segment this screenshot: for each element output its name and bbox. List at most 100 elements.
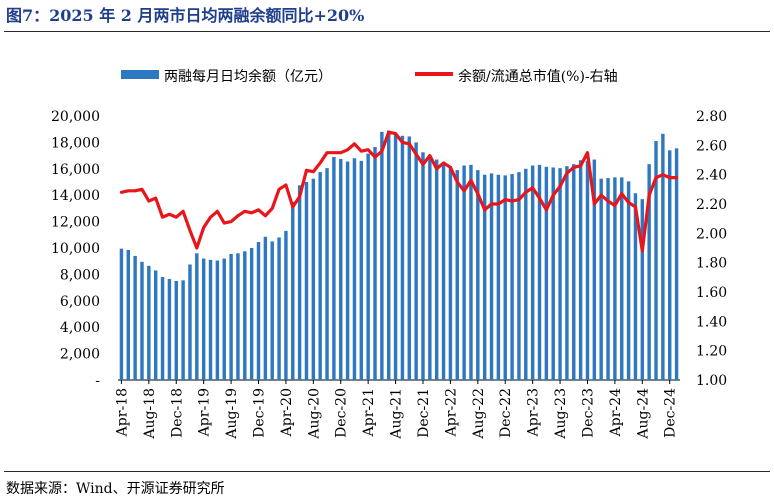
figure-title: 图7：2025 年 2 月两市日均两融余额同比+20%: [6, 6, 365, 25]
bottom-rule: [4, 471, 770, 472]
bar: [647, 164, 651, 380]
y-right-tick-label: 2.00: [696, 226, 727, 242]
x-tick-label: Apr-24: [608, 388, 624, 437]
y-left-tick-label: 8,000: [60, 267, 100, 283]
x-tick-label: Aug-18: [142, 388, 158, 440]
legend-bar-swatch: [121, 70, 159, 79]
x-tick-label: Apr-18: [114, 388, 130, 437]
x-tick-label: Aug-19: [224, 388, 240, 440]
bar: [160, 277, 165, 380]
y-left-tick-label: 16,000: [51, 162, 100, 178]
bar: [524, 168, 528, 380]
bar: [167, 279, 172, 380]
bar: [496, 174, 501, 380]
y-right-tick-label: 1.00: [696, 373, 727, 389]
bar: [249, 248, 254, 380]
bar: [208, 259, 213, 380]
bar: [270, 241, 274, 380]
y-left-tick-label: 2,000: [60, 347, 100, 363]
bar: [325, 168, 329, 380]
bar: [174, 281, 178, 380]
line-series: [119, 130, 679, 253]
x-tick-label: Dec-19: [252, 388, 268, 438]
bar: [277, 237, 281, 380]
bar: [572, 164, 576, 380]
bar: [482, 174, 487, 380]
y-right-tick-label: 1.20: [696, 344, 727, 360]
bar: [297, 185, 302, 380]
axes: - 2,000 4,000 6,000 8,000 10,000 12,000 14,000 1…: [51, 109, 727, 440]
bar: [537, 164, 542, 380]
x-tick-label: Aug-20: [306, 388, 322, 440]
ratio-line: [119, 130, 679, 253]
bar: [201, 258, 206, 380]
bar: [441, 162, 446, 380]
x-tick-label: Dec-22: [498, 388, 514, 438]
bar: [195, 253, 199, 380]
bar: [434, 159, 439, 380]
bar: [668, 150, 672, 380]
x-tick-label: Aug-21: [389, 388, 405, 440]
y-left-tick-label: 4,000: [60, 320, 100, 336]
x-tick-label: Aug-22: [471, 388, 487, 440]
bar: [147, 265, 151, 380]
bar: [400, 135, 405, 380]
bar: [284, 230, 288, 380]
bar: [661, 133, 665, 380]
legend-bar-label: 两融每月日均余额（亿元）: [164, 68, 332, 85]
bar: [606, 178, 610, 380]
bar: [462, 165, 466, 380]
bar: [215, 260, 220, 380]
source-note: 数据来源：Wind、开源证券研究所: [6, 481, 225, 497]
bar: [119, 248, 124, 380]
bar: [489, 173, 494, 380]
y-left-tick-label: 20,000: [51, 109, 100, 125]
bar: [345, 161, 350, 380]
bar: [393, 134, 398, 380]
legend: 两融每月日均余额（亿元） 余额/流通总市值(%)-右轴: [121, 68, 618, 85]
bar: [256, 242, 261, 380]
bar: [565, 166, 569, 380]
bar: [510, 174, 514, 380]
y-right-tick-label: 1.80: [696, 256, 727, 272]
bar: [318, 172, 322, 380]
bar: [469, 164, 473, 380]
bar: [558, 168, 562, 380]
bar: [126, 249, 130, 380]
bar: [311, 178, 316, 380]
x-tick-label: Apr-22: [443, 388, 459, 437]
bar: [243, 251, 247, 380]
bar: [613, 177, 617, 380]
bar: [181, 280, 185, 380]
bar: [133, 255, 137, 380]
x-tick-label: Apr-21: [361, 388, 377, 437]
bar: [530, 165, 535, 380]
x-tick-label: Dec-23: [580, 388, 596, 438]
bar: [188, 264, 192, 380]
bar: [626, 181, 631, 380]
bar: [380, 131, 384, 380]
y-right-tick-label: 1.60: [696, 285, 727, 301]
bar: [585, 160, 590, 380]
x-tick-label: Aug-24: [635, 388, 651, 440]
bar: [304, 182, 309, 380]
x-tick-label: Dec-18: [169, 388, 185, 438]
bar: [366, 153, 370, 380]
bar: [222, 258, 226, 380]
y-right-tick-label: 2.20: [696, 197, 727, 213]
y-left-tick-label: 14,000: [51, 188, 100, 204]
y-right-tick-label: 2.40: [696, 168, 727, 184]
bar: [359, 160, 364, 380]
y-right-tick-label: 1.40: [696, 314, 727, 330]
y-left-tick-label: 10,000: [51, 241, 100, 257]
bar: [551, 167, 555, 380]
x-tick-label: Aug-23: [553, 388, 569, 440]
bar: [620, 177, 624, 380]
bar: [517, 172, 521, 380]
bar: [421, 152, 425, 380]
bar: [229, 253, 233, 380]
bar: [291, 201, 295, 380]
y-left-tick-label: 18,000: [51, 135, 100, 151]
bar: [414, 142, 418, 380]
